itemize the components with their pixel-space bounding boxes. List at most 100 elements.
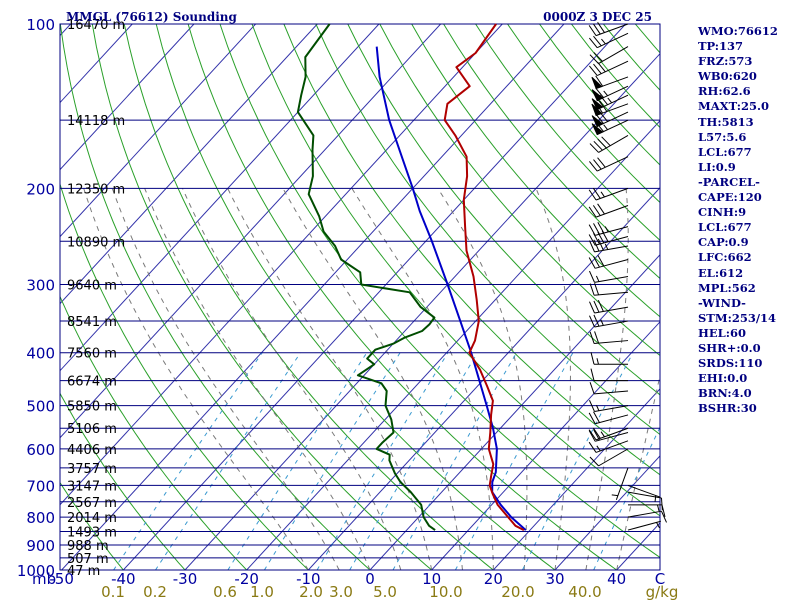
wind-barb-full xyxy=(592,23,601,35)
wind-barb-half xyxy=(611,494,618,497)
dry-adiabat xyxy=(219,24,660,559)
wind-barb-full xyxy=(589,382,595,395)
mixing-ratio-label: 10.0 xyxy=(429,583,462,600)
isotherm-line xyxy=(60,24,380,372)
wind-barb-half xyxy=(604,243,609,250)
sounding-index-item: LFC:662 xyxy=(698,250,752,265)
wind-barb-full xyxy=(589,143,599,153)
sounding-indices-panel: WMO:76612 TP:137 FRZ:573 WB0:620 RH:62.6 MAXT… xyxy=(698,24,798,416)
wind-barb xyxy=(591,75,629,90)
height-label: 507 m xyxy=(67,552,109,567)
pressure-tick-label: 800 xyxy=(26,509,55,527)
mixing-ratio-label: 0.1 xyxy=(101,583,125,600)
wind-barb-shaft xyxy=(595,226,629,236)
height-label: 3147 m xyxy=(67,479,117,494)
wind-barb xyxy=(589,400,629,413)
height-label: 10890 m xyxy=(67,235,125,250)
wind-barb-full xyxy=(589,301,595,314)
wind-barb-half xyxy=(600,319,604,326)
height-label: 2567 m xyxy=(67,496,117,511)
mixing-ratio-unit-label: g/kg xyxy=(646,583,679,600)
height-label: 47 m xyxy=(67,564,100,579)
wind-barb-full xyxy=(590,352,595,365)
pressure-tick-label: 900 xyxy=(26,537,55,555)
wind-barb-shaft xyxy=(615,467,629,500)
wind-barb-full xyxy=(597,254,605,267)
sounding-index-item: MAXT:25.0 xyxy=(698,99,769,114)
wind-barb-full xyxy=(588,441,597,453)
wind-barb xyxy=(589,270,629,283)
wind-barb-full xyxy=(593,256,600,268)
wind-barb-full xyxy=(660,497,663,511)
wind-barb-full xyxy=(592,427,601,439)
wind-barb xyxy=(589,448,629,467)
wind-barb-shaft xyxy=(598,135,629,153)
wind-barb-pennant xyxy=(591,98,604,111)
wind-barb-shaft xyxy=(598,46,629,65)
pressure-tick-label: 400 xyxy=(26,345,55,363)
wind-barb-shaft xyxy=(595,414,629,425)
chart-title-station: MMGL (76612) Sounding xyxy=(66,10,238,24)
wind-barb xyxy=(589,314,629,328)
wind-barb-shaft xyxy=(595,23,629,37)
wind-barb-full xyxy=(588,189,597,201)
wind-barb-pennant xyxy=(591,89,604,102)
wind-barb-full xyxy=(589,161,598,172)
wind-barb-full xyxy=(594,282,600,296)
wind-barb xyxy=(588,187,629,201)
wind-barb-full xyxy=(593,159,602,170)
wind-barb-shaft xyxy=(594,320,629,328)
temperature-tick-label: 10 xyxy=(422,570,441,588)
height-label: 12350 m xyxy=(67,182,125,197)
wind-barb-full xyxy=(595,75,604,87)
temperature-tick-label: -50 xyxy=(49,570,74,588)
wind-barb xyxy=(589,382,629,395)
wind-barb-full xyxy=(593,52,603,62)
wind-barbs xyxy=(588,22,667,531)
wind-barb-full xyxy=(589,54,599,64)
mixing-ratio-line xyxy=(155,352,302,570)
wind-barb-full xyxy=(593,300,600,313)
mixing-ratio-label: 2.0 xyxy=(299,583,323,600)
dry-adiabat xyxy=(187,24,617,570)
wind-barb-shaft xyxy=(627,520,661,531)
sounding-index-item: SHR+:0.0 xyxy=(698,340,761,355)
wind-barb-half xyxy=(596,358,599,365)
wind-barb-half xyxy=(600,191,605,198)
wind-barb-full xyxy=(593,411,600,423)
pressure-tick-label: 200 xyxy=(26,180,55,198)
isotherm-line xyxy=(61,24,565,570)
wind-barb-half xyxy=(595,275,600,282)
sounding-index-item: EHI:0.0 xyxy=(698,371,748,386)
wind-barb-full xyxy=(588,25,597,36)
wind-barb-full xyxy=(597,222,605,234)
wind-barb-half xyxy=(654,495,657,502)
wind-barb xyxy=(589,282,629,296)
moist-adiabat xyxy=(111,188,340,570)
height-label: 6674 m xyxy=(67,375,117,390)
wind-barb-half xyxy=(601,38,606,45)
wind-barb-full xyxy=(597,299,604,312)
isotherm-line xyxy=(60,24,441,439)
wind-barb-shaft xyxy=(595,236,629,246)
wind-barb-full xyxy=(589,400,595,412)
sounding-index-item: TP:137 xyxy=(698,39,744,54)
wind-barb xyxy=(588,203,629,218)
mixing-ratio-label: 3.0 xyxy=(329,583,353,600)
mixing-ratio-label: 20.0 xyxy=(501,583,534,600)
sounding-index-item: CAPE:120 xyxy=(698,190,762,205)
wind-barb-half xyxy=(600,431,605,438)
isotherm-line xyxy=(60,24,503,506)
wind-barb-full xyxy=(593,140,603,151)
pressure-tick-label: 500 xyxy=(26,398,55,416)
wind-barb-shaft xyxy=(627,484,661,498)
wind-barb-full xyxy=(593,314,600,327)
wind-barb xyxy=(588,22,629,37)
temperature-tick-label: -20 xyxy=(234,570,259,588)
isotherm-line xyxy=(184,52,660,570)
wind-barb-full xyxy=(593,63,602,75)
wind-barb xyxy=(627,520,661,531)
wind-barb-shaft xyxy=(596,32,629,49)
wind-barb-full xyxy=(595,87,604,98)
isotherm-line xyxy=(431,321,660,570)
